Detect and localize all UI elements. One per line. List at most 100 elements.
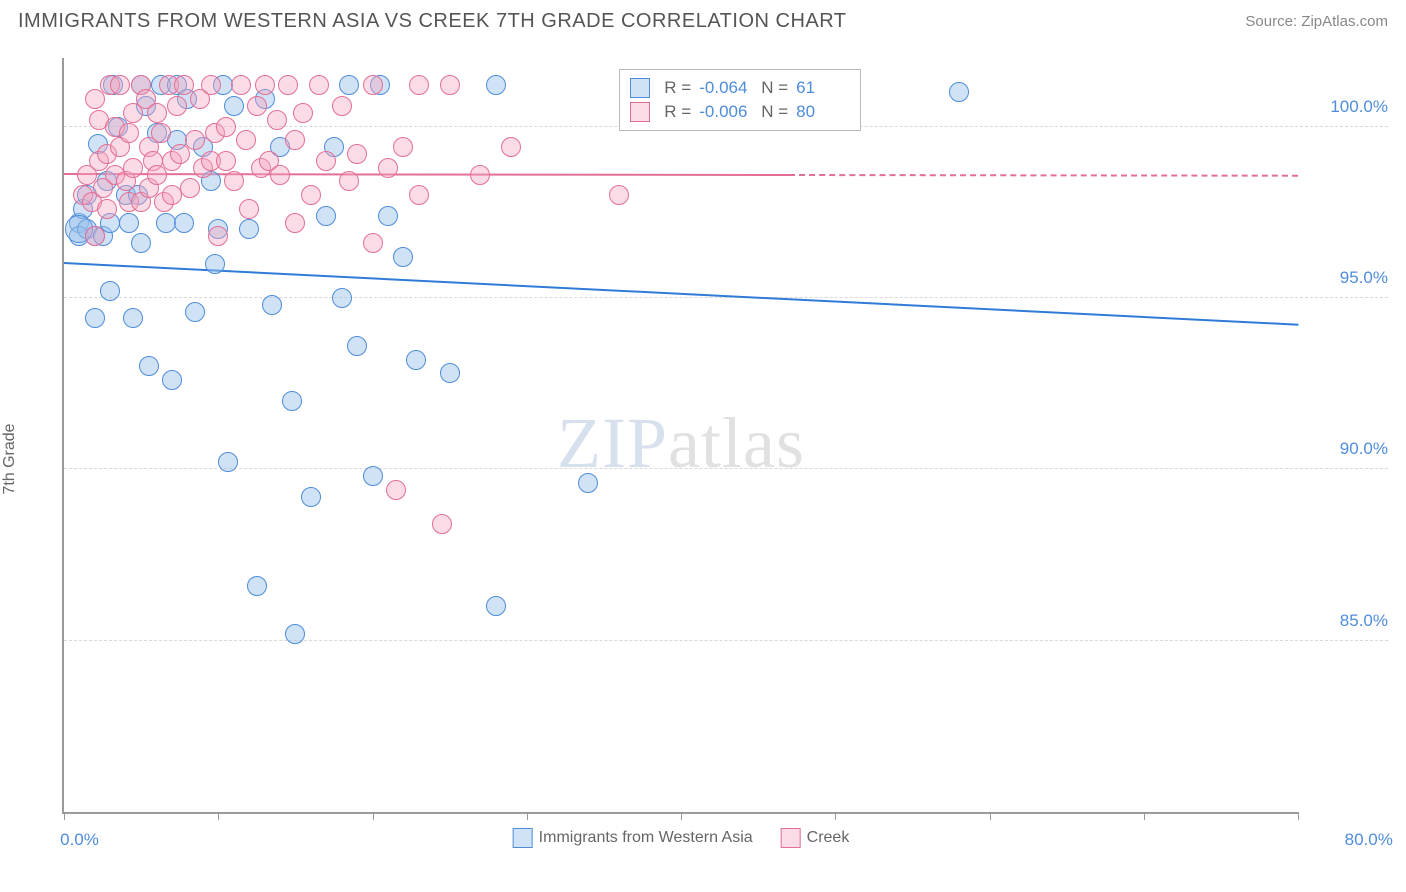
scatter-point xyxy=(85,308,105,328)
scatter-point xyxy=(316,206,336,226)
scatter-point xyxy=(180,178,200,198)
scatter-point xyxy=(309,75,329,95)
y-tick-label: 90.0% xyxy=(1308,439,1388,459)
scatter-point xyxy=(247,576,267,596)
scatter-point xyxy=(949,82,969,102)
scatter-point xyxy=(486,75,506,95)
scatter-point xyxy=(609,185,629,205)
legend-n-value: 61 xyxy=(796,78,850,98)
scatter-point xyxy=(162,185,182,205)
scatter-point xyxy=(440,363,460,383)
scatter-point xyxy=(339,171,359,191)
scatter-point xyxy=(409,185,429,205)
y-tick-label: 85.0% xyxy=(1308,611,1388,631)
scatter-point xyxy=(332,288,352,308)
scatter-point xyxy=(123,308,143,328)
scatter-point xyxy=(119,213,139,233)
source-name: ZipAtlas.com xyxy=(1301,13,1388,30)
scatter-point xyxy=(123,158,143,178)
scatter-point xyxy=(239,219,259,239)
x-tick xyxy=(990,812,991,820)
scatter-point xyxy=(440,75,460,95)
y-tick-label: 100.0% xyxy=(1308,97,1388,117)
chart-title: IMMIGRANTS FROM WESTERN ASIA VS CREEK 7T… xyxy=(18,10,847,33)
scatter-point xyxy=(224,96,244,116)
watermark-zip: ZIP xyxy=(557,403,668,483)
source: Source: ZipAtlas.com xyxy=(1245,13,1388,30)
scatter-point xyxy=(131,233,151,253)
scatter-point xyxy=(262,295,282,315)
scatter-point xyxy=(85,226,105,246)
legend-swatch xyxy=(781,828,801,848)
source-label: Source: xyxy=(1245,13,1301,30)
y-axis-title: 7th Grade xyxy=(1,423,19,494)
x-tick xyxy=(373,812,374,820)
scatter-point xyxy=(301,185,321,205)
scatter-point xyxy=(406,350,426,370)
scatter-point xyxy=(224,171,244,191)
scatter-point xyxy=(347,144,367,164)
scatter-point xyxy=(147,165,167,185)
scatter-point xyxy=(432,514,452,534)
scatter-point xyxy=(162,370,182,390)
scatter-point xyxy=(239,199,259,219)
scatter-point xyxy=(231,75,251,95)
scatter-point xyxy=(363,466,383,486)
x-tick xyxy=(681,812,682,820)
x-tick xyxy=(527,812,528,820)
scatter-point xyxy=(110,75,130,95)
scatter-point xyxy=(339,75,359,95)
legend-row: R =-0.006N =80 xyxy=(630,100,850,124)
legend-r-label: R = xyxy=(664,102,691,122)
scatter-point xyxy=(85,89,105,109)
scatter-point xyxy=(119,123,139,143)
scatter-point xyxy=(386,480,406,500)
scatter-point xyxy=(147,103,167,123)
scatter-point xyxy=(285,130,305,150)
scatter-point xyxy=(201,75,221,95)
trend-line xyxy=(64,262,1298,326)
x-tick xyxy=(1144,812,1145,820)
scatter-point xyxy=(470,165,490,185)
scatter-point xyxy=(278,75,298,95)
scatter-point xyxy=(316,151,336,171)
scatter-point xyxy=(185,130,205,150)
x-tick xyxy=(1298,812,1299,820)
scatter-point xyxy=(363,233,383,253)
scatter-point xyxy=(100,281,120,301)
legend-r-label: R = xyxy=(664,78,691,98)
scatter-point xyxy=(267,110,287,130)
scatter-point xyxy=(293,103,313,123)
correlation-legend: R =-0.064N =61R =-0.006N =80 xyxy=(619,69,861,131)
scatter-point xyxy=(247,96,267,116)
scatter-point xyxy=(216,117,236,137)
chart-area: 7th Grade ZIPatlas 85.0%90.0%95.0%100.0%… xyxy=(18,44,1388,874)
scatter-point xyxy=(97,199,117,219)
legend-item: Creek xyxy=(781,828,850,848)
legend-item: Immigrants from Western Asia xyxy=(513,828,753,848)
x-tick xyxy=(835,812,836,820)
scatter-point xyxy=(393,137,413,157)
scatter-point xyxy=(301,487,321,507)
scatter-point xyxy=(170,144,190,164)
scatter-point xyxy=(578,473,598,493)
scatter-point xyxy=(151,123,171,143)
scatter-point xyxy=(332,96,352,116)
legend-label: Immigrants from Western Asia xyxy=(539,829,753,846)
scatter-point xyxy=(363,75,383,95)
x-tick xyxy=(64,812,65,820)
scatter-point xyxy=(205,254,225,274)
scatter-point xyxy=(501,137,521,157)
x-tick xyxy=(218,812,219,820)
trend-line-dashed xyxy=(789,174,1298,177)
scatter-point xyxy=(218,452,238,472)
y-tick-label: 95.0% xyxy=(1308,268,1388,288)
scatter-point xyxy=(282,391,302,411)
legend-swatch xyxy=(630,102,650,122)
scatter-point xyxy=(347,336,367,356)
scatter-point xyxy=(285,213,305,233)
series-legend: Immigrants from Western Asia Creek xyxy=(513,828,850,848)
plot-region: ZIPatlas 85.0%90.0%95.0%100.0%0.0%80.0%R… xyxy=(62,58,1298,814)
scatter-point xyxy=(393,247,413,267)
watermark-atlas: atlas xyxy=(668,403,805,483)
